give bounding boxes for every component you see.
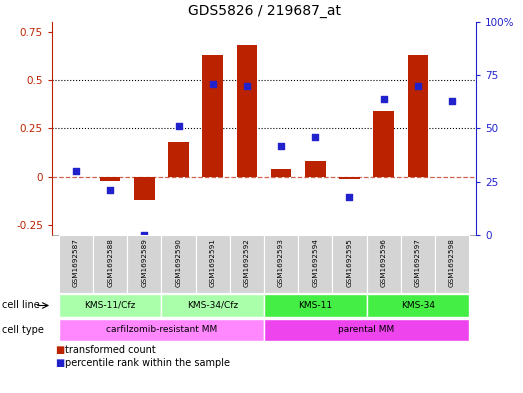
Point <box>345 193 354 200</box>
Point <box>140 232 149 238</box>
Point <box>311 134 320 140</box>
Text: GSM1692598: GSM1692598 <box>449 238 455 287</box>
Text: percentile rank within the sample: percentile rank within the sample <box>65 358 230 368</box>
Bar <box>93 235 127 293</box>
Text: GSM1692596: GSM1692596 <box>381 238 386 287</box>
Bar <box>407 55 428 177</box>
Text: cell type: cell type <box>2 325 44 335</box>
Text: KMS-34/Cfz: KMS-34/Cfz <box>187 301 238 310</box>
Point <box>380 95 388 102</box>
Text: GSM1692590: GSM1692590 <box>176 238 181 287</box>
Text: carfilzomib-resistant MM: carfilzomib-resistant MM <box>106 325 217 334</box>
Text: GSM1692591: GSM1692591 <box>210 238 215 287</box>
Point <box>277 142 285 149</box>
Bar <box>162 235 196 293</box>
Text: ■: ■ <box>55 358 64 368</box>
Point <box>72 168 80 174</box>
Text: KMS-34: KMS-34 <box>401 301 435 310</box>
Bar <box>435 235 469 293</box>
Point <box>243 83 251 89</box>
Text: transformed count: transformed count <box>65 345 156 355</box>
Bar <box>401 235 435 293</box>
Bar <box>373 111 394 177</box>
Text: GSM1692595: GSM1692595 <box>346 238 353 287</box>
Bar <box>333 235 367 293</box>
Text: GSM1692597: GSM1692597 <box>415 238 421 287</box>
Text: parental MM: parental MM <box>338 325 395 334</box>
Bar <box>202 55 223 177</box>
Bar <box>59 319 264 341</box>
Bar <box>236 45 257 177</box>
Bar <box>230 235 264 293</box>
Text: KMS-11/Cfz: KMS-11/Cfz <box>84 301 136 310</box>
Bar <box>264 319 469 341</box>
Bar <box>367 294 469 317</box>
Text: GSM1692593: GSM1692593 <box>278 238 284 287</box>
Bar <box>168 142 189 177</box>
Text: GSM1692592: GSM1692592 <box>244 238 250 287</box>
Bar <box>59 294 162 317</box>
Bar <box>271 169 291 177</box>
Bar <box>100 177 120 181</box>
Bar <box>264 294 367 317</box>
Text: GSM1692587: GSM1692587 <box>73 238 79 287</box>
Text: ■: ■ <box>55 345 64 355</box>
Bar <box>162 294 264 317</box>
Point <box>174 123 183 130</box>
Bar <box>134 177 155 200</box>
Bar <box>305 162 325 177</box>
Text: GSM1692589: GSM1692589 <box>141 238 147 287</box>
Bar <box>298 235 333 293</box>
Point <box>209 81 217 87</box>
Bar <box>196 235 230 293</box>
Text: KMS-11: KMS-11 <box>298 301 332 310</box>
Text: GSM1692594: GSM1692594 <box>312 238 319 287</box>
Bar <box>59 235 93 293</box>
Bar <box>339 177 360 179</box>
Point <box>414 83 422 89</box>
Bar <box>367 235 401 293</box>
Text: cell line: cell line <box>2 301 40 310</box>
Point <box>106 187 115 193</box>
Text: GSM1692588: GSM1692588 <box>107 238 113 287</box>
Bar <box>264 235 298 293</box>
Title: GDS5826 / 219687_at: GDS5826 / 219687_at <box>188 4 340 18</box>
Point <box>448 98 456 104</box>
Bar <box>127 235 162 293</box>
